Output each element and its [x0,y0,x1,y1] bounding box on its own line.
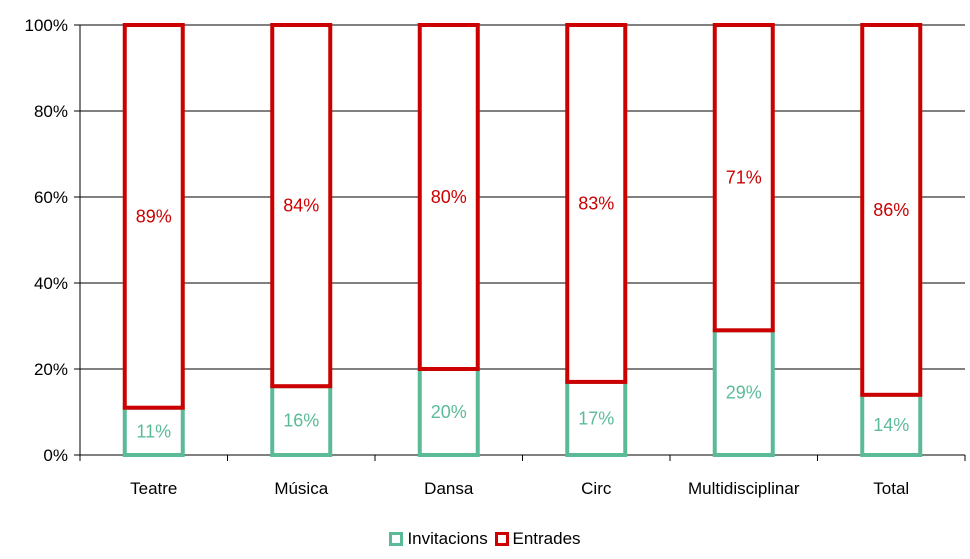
data-label: 71% [726,168,762,188]
data-label: 86% [873,200,909,220]
data-label: 16% [283,411,319,431]
y-tick-label: 80% [34,102,68,121]
data-label: 14% [873,415,909,435]
bar-entrades [270,23,333,389]
legend-label-entrades: Entrades [512,529,581,548]
bar-entrades [860,23,923,397]
y-tick-label: 40% [34,274,68,293]
data-label: 84% [283,196,319,216]
bar-entrades [122,23,185,410]
data-label: 83% [578,193,614,213]
bar-entrades [565,23,628,384]
y-tick-label: 20% [34,360,68,379]
bar-entrades [417,23,480,371]
legend-item-entrades: Entrades [494,529,581,549]
bar-invitacions [860,392,923,457]
data-label: 89% [136,206,172,226]
bar-invitacions [565,379,628,457]
data-label: 17% [578,408,614,428]
legend-item-invitacions: Invitacions [389,529,488,549]
x-tick-label: Total [873,479,909,498]
bar-entrades [712,23,775,333]
x-tick-label: Teatre [130,479,177,498]
data-label: 80% [431,187,467,207]
x-tick-label: Multidisciplinar [688,479,800,498]
chart: 0% 20% 40% 60% 80% 100% 11% 89% Teatre 16% 84% Músi… [25,16,966,498]
y-tick-label: 100% [25,16,68,35]
x-tick-label: Música [274,479,328,498]
legend-swatch-invitacions [389,532,404,546]
legend-label-invitacions: Invitacions [407,529,488,548]
x-tick-label: Dansa [424,479,474,498]
data-label: 11% [136,421,171,441]
legend: Invitacions Entrades [0,529,970,551]
y-tick-label: 0% [43,446,68,465]
legend-swatch-entrades [494,532,509,546]
bar-invitacions [712,328,775,457]
bar-invitacions [122,405,185,458]
data-label: 20% [431,402,467,422]
x-tick-label: Circ [581,479,612,498]
data-label: 29% [726,383,762,403]
y-tick-label: 60% [34,188,68,207]
